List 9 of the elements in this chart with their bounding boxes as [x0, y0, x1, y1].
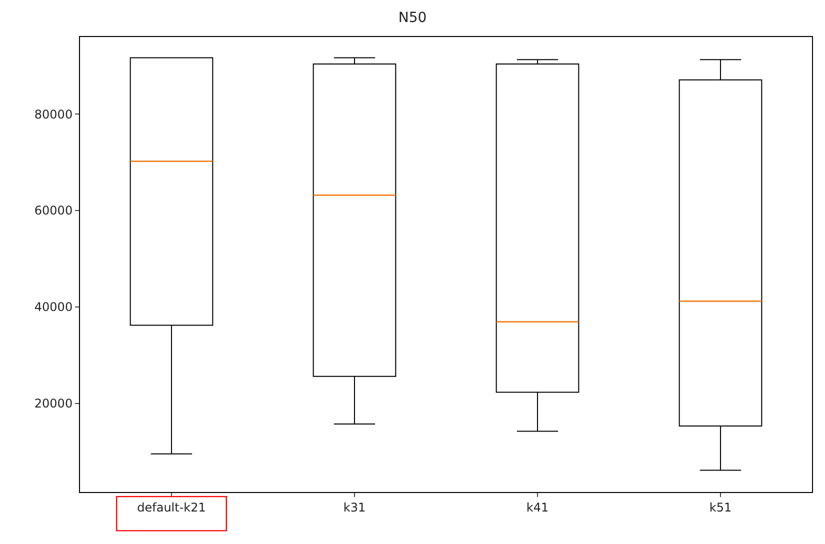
chart-title: N50 — [398, 10, 427, 26]
x-tick-label: k41 — [526, 500, 549, 514]
x-tick-label: default-k21 — [137, 500, 206, 514]
x-tick-label: k31 — [343, 500, 366, 514]
y-tick-label: 40000 — [34, 300, 73, 314]
y-tick-label: 80000 — [34, 107, 73, 122]
x-tick-label: k51 — [709, 500, 732, 514]
y-tick-label: 20000 — [34, 396, 73, 411]
y-tick-label: 60000 — [34, 204, 73, 218]
